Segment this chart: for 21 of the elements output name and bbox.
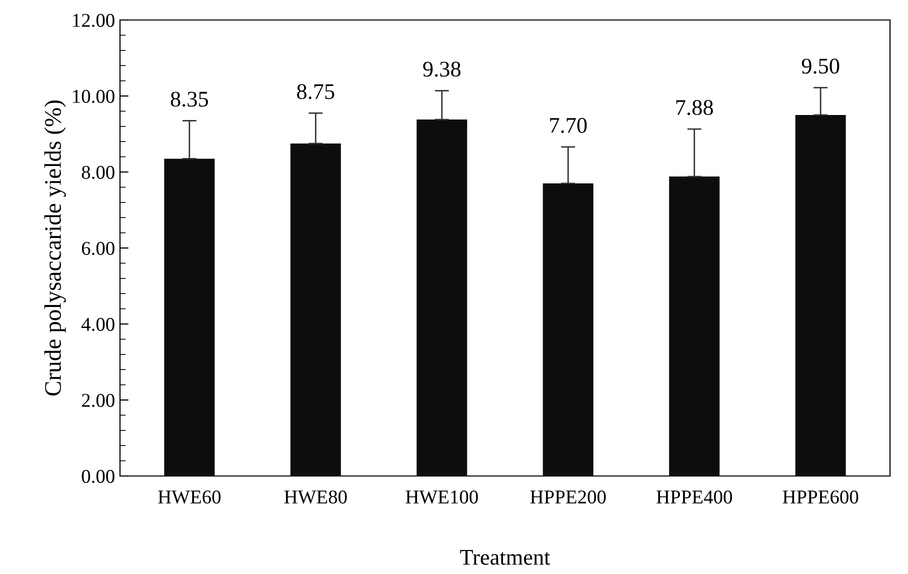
data-label: 8.35 bbox=[170, 92, 208, 107]
x-tick-label: HWE60 bbox=[158, 490, 221, 504]
x-tick-label: HWE100 bbox=[406, 490, 478, 504]
x-tick-label: HPPE600 bbox=[782, 490, 858, 504]
x-tick-label: HPPE400 bbox=[656, 490, 732, 504]
data-label: 7.88 bbox=[676, 100, 713, 116]
y-tick-label: 12.00 bbox=[73, 14, 114, 28]
y-tick-label: 0.00 bbox=[82, 470, 114, 484]
y-tick-label: 2.00 bbox=[82, 394, 114, 408]
x-tick-label: HWE80 bbox=[284, 490, 347, 504]
data-label: 8.75 bbox=[297, 84, 334, 100]
y-tick-label: 4.00 bbox=[81, 318, 114, 332]
y-axis-title: Crude polysaccaride yields (%) bbox=[44, 100, 66, 396]
x-tick-label: HPPE200 bbox=[530, 490, 606, 504]
y-tick-label: 6.00 bbox=[82, 242, 114, 256]
data-label: 9.50 bbox=[802, 58, 840, 74]
x-axis-title: Treatment bbox=[460, 550, 550, 565]
y-tick-label: 10.00 bbox=[73, 90, 114, 104]
y-tick-label: 8.00 bbox=[82, 166, 114, 180]
data-label: 7.70 bbox=[550, 118, 587, 134]
data-label: 9.38 bbox=[423, 62, 460, 77]
